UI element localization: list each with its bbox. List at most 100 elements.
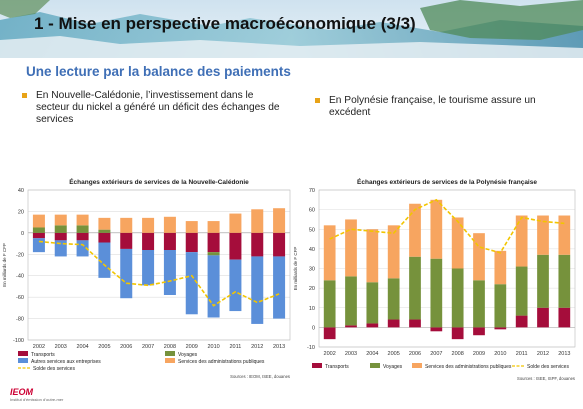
legend-swatch <box>165 351 175 356</box>
x-tick-label: 2003 <box>55 344 67 350</box>
bar-segment <box>323 225 336 281</box>
bar-segment <box>558 307 571 328</box>
bar-segment <box>142 217 155 233</box>
bar-segment <box>32 214 45 228</box>
legend-label: Voyages <box>178 352 198 358</box>
x-tick-label: 2012 <box>537 351 549 357</box>
bar-segment <box>273 232 286 257</box>
x-tick-label: 2013 <box>273 344 285 350</box>
legend-label: Voyages <box>383 364 403 370</box>
bar-segment <box>163 250 176 295</box>
y-tick-label: -10 <box>307 345 315 351</box>
bar-segment <box>558 215 571 255</box>
bar-segment <box>558 254 571 308</box>
chart-source: Sources : ISEE, ISPF, douanes <box>517 376 575 381</box>
legend-label: Services des administrations publiques <box>425 364 512 370</box>
bar-segment <box>273 208 286 233</box>
bar-segment <box>494 284 507 328</box>
y-tick-label: -40 <box>16 274 24 280</box>
legend-label: Solde des services <box>33 366 75 372</box>
y-tick-label: 10 <box>309 306 315 312</box>
bar-segment <box>451 268 464 328</box>
x-tick-label: 2004 <box>76 344 88 350</box>
y-axis-label: En milliards de F CFP <box>2 243 7 287</box>
legend-label: Services des administrations publiques <box>178 359 265 365</box>
y-tick-label: -80 <box>16 317 24 323</box>
x-tick-label: 2002 <box>33 344 45 350</box>
bar-segment <box>32 232 45 239</box>
legend-label: Transports <box>31 352 55 358</box>
y-tick-label: 0 <box>21 231 24 237</box>
x-tick-label: 2009 <box>186 344 198 350</box>
bar-segment <box>473 280 485 328</box>
bar-segment <box>537 307 549 328</box>
bar-segment <box>229 213 242 233</box>
bar-segment <box>229 259 242 312</box>
y-tick-label: 30 <box>309 267 315 273</box>
legend-swatch <box>370 363 380 368</box>
legend-swatch <box>312 363 322 368</box>
bar-segment <box>163 232 176 250</box>
bar-segment <box>345 325 357 328</box>
bullet-text: En Polynésie française, le tourisme assu… <box>329 95 536 118</box>
bar-segment <box>207 252 220 256</box>
bar-segment <box>54 232 67 241</box>
bar-segment <box>473 327 485 336</box>
x-tick-label: 2005 <box>388 351 400 357</box>
bar-segment <box>430 258 443 328</box>
header-banner <box>0 0 583 58</box>
bar-segment <box>494 327 507 330</box>
x-tick-label: 2011 <box>230 344 242 350</box>
chart-title: Échanges extérieurs de services de la Po… <box>357 177 537 186</box>
bar-segment <box>409 319 421 328</box>
section-subtitle: Une lecture par la balance des paiements <box>26 64 291 79</box>
bar-segment <box>251 256 264 324</box>
chart-svg: Échanges extérieurs de services de la No… <box>2 177 291 379</box>
bar-segment <box>387 319 400 328</box>
y-tick-label: 40 <box>18 188 24 194</box>
bar-segment <box>54 214 67 226</box>
bullet-new-caledonia: En Nouvelle-Calédonie, l’investissement … <box>22 90 286 126</box>
x-tick-label: 2009 <box>473 351 485 357</box>
y-tick-label: 70 <box>309 188 315 194</box>
bar-segment <box>273 256 286 319</box>
plot-frame <box>318 189 576 348</box>
x-tick-label: 2010 <box>494 351 506 357</box>
x-tick-label: 2005 <box>98 344 110 350</box>
bar-segment <box>142 250 155 286</box>
bar-segment <box>323 327 336 340</box>
bar-segment <box>430 199 443 259</box>
bullet-square-icon <box>22 93 27 98</box>
x-tick-label: 2007 <box>142 344 154 350</box>
bar-segment <box>32 238 45 253</box>
bar-segment <box>387 278 400 320</box>
chart-source: Sources : IEOM, ISEE, douanes <box>230 374 290 379</box>
legend-swatch <box>412 363 422 368</box>
x-tick-label: 2003 <box>345 351 357 357</box>
bar-segment <box>515 266 528 316</box>
ieom-logo: IEOM Institut d’émission d’outre-mer <box>10 387 64 402</box>
plot-frame <box>27 189 291 341</box>
bullet-square-icon <box>315 98 320 103</box>
legend-swatch <box>165 358 175 363</box>
bar-segment <box>120 232 133 249</box>
bar-segment <box>76 240 89 257</box>
bar-segment <box>207 232 220 253</box>
legend-swatch <box>18 358 28 363</box>
bar-segment <box>76 225 89 233</box>
bar-segment <box>366 229 379 283</box>
bar-segment <box>76 214 89 226</box>
x-tick-label: 2011 <box>516 351 528 357</box>
x-tick-label: 2006 <box>120 344 132 350</box>
y-tick-label: 20 <box>18 209 24 215</box>
y-tick-label: 20 <box>309 286 315 292</box>
bar-segment <box>409 203 421 257</box>
bar-segment <box>98 229 111 233</box>
x-tick-label: 2013 <box>558 351 570 357</box>
bar-segment <box>494 250 507 285</box>
x-tick-label: 2007 <box>430 351 442 357</box>
bar-segment <box>409 256 421 320</box>
x-tick-label: 2008 <box>452 351 464 357</box>
bar-segment <box>251 232 264 257</box>
bar-segment <box>207 221 220 233</box>
